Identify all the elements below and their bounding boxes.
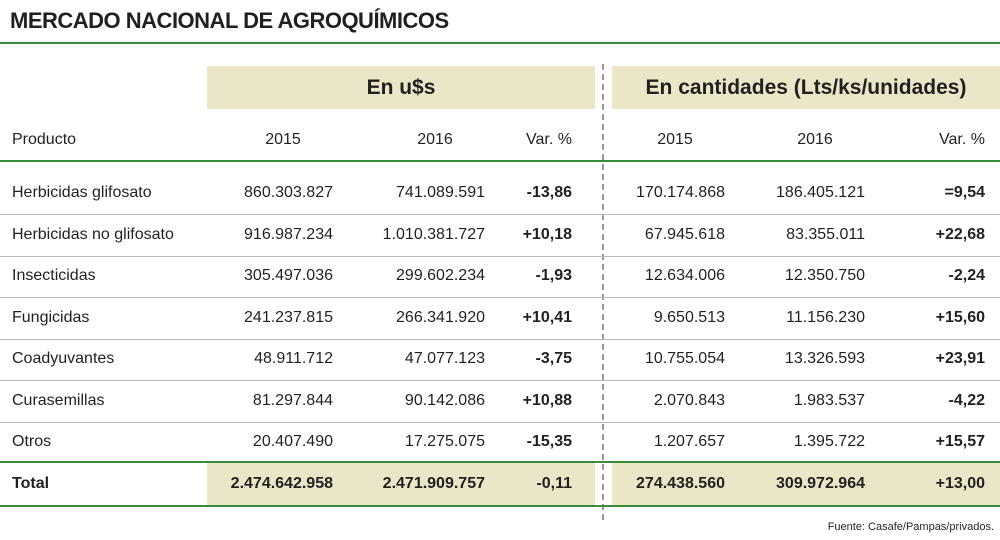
cell: 11.156.230 xyxy=(786,308,865,326)
row-label: Coadyuvantes xyxy=(12,350,115,367)
cell: -15,35 xyxy=(526,433,572,450)
source: Fuente: Casafe/Pampas/privados. xyxy=(827,521,994,533)
total-band xyxy=(207,463,595,505)
cell: -3,75 xyxy=(535,350,572,367)
cell: 17.275.075 xyxy=(404,433,485,450)
cell: 20.407.490 xyxy=(252,433,333,450)
total-rule xyxy=(0,461,1000,463)
cell: 13.326.593 xyxy=(784,350,865,367)
cell: +10,18 xyxy=(522,225,572,243)
row-label: Otros xyxy=(12,433,52,450)
column-header: Var. % xyxy=(939,131,985,148)
cell: 1.395.722 xyxy=(793,433,865,450)
group-band xyxy=(207,66,595,109)
total-label: Total xyxy=(12,475,50,492)
row-rule xyxy=(0,297,1000,298)
cell: +10,88 xyxy=(522,391,572,409)
cell: -2,24 xyxy=(948,267,985,284)
total-cell: 274.438.560 xyxy=(636,475,725,492)
cell: 12.634.006 xyxy=(644,267,725,284)
cell: 12.350.750 xyxy=(784,267,865,284)
cell: 1.207.657 xyxy=(653,433,725,450)
cell: 81.297.844 xyxy=(252,391,333,409)
cell: 1.983.537 xyxy=(793,391,865,409)
cell: 2.070.843 xyxy=(653,391,725,409)
total-band xyxy=(612,463,1000,505)
row-rule xyxy=(0,214,1000,215)
total-cell: -0,11 xyxy=(536,475,572,492)
cell: 741.089.591 xyxy=(396,184,485,201)
cell: 48.911.712 xyxy=(254,350,333,367)
cell: -4,22 xyxy=(948,391,985,409)
title: MERCADO NACIONAL DE AGROQUÍMICOS xyxy=(10,8,449,33)
cell: +10,41 xyxy=(522,308,572,326)
column-header: 2015 xyxy=(265,131,301,148)
cell: 860.303.827 xyxy=(244,184,333,201)
cell: -1,93 xyxy=(535,267,572,284)
row-label: Curasemillas xyxy=(12,391,105,409)
column-header: 2016 xyxy=(417,131,453,148)
cell: +15,57 xyxy=(935,433,985,450)
row-rule xyxy=(0,380,1000,381)
total-cell: 309.972.964 xyxy=(776,475,865,492)
cell: 90.142.086 xyxy=(404,391,485,409)
row-rule xyxy=(0,255,1000,257)
divider xyxy=(602,64,604,520)
bottom-rule xyxy=(0,505,1000,507)
cell: 170.174.868 xyxy=(636,184,725,201)
cell: +23,91 xyxy=(935,350,985,367)
group-header: En cantidades (Lts/ks/unidades) xyxy=(645,76,967,99)
row-rule xyxy=(0,421,1000,423)
cell: 241.237.815 xyxy=(244,308,333,326)
cell: 1.010.381.727 xyxy=(382,225,485,243)
cell: +15,60 xyxy=(935,308,985,326)
column-header: Var. % xyxy=(526,131,572,148)
total-cell: 2.474.642.958 xyxy=(230,475,333,492)
cell: 916.987.234 xyxy=(244,225,333,243)
cell: 10.755.054 xyxy=(644,350,725,367)
cell: 305.497.036 xyxy=(244,267,333,284)
title-rule xyxy=(0,42,1000,44)
row-label: Insecticidas xyxy=(12,267,96,284)
header-rule xyxy=(0,160,1000,162)
group-band xyxy=(612,66,1000,109)
group-header: En u$s xyxy=(366,76,436,99)
total-cell: 2.471.909.757 xyxy=(382,475,485,492)
row-rule xyxy=(0,338,1000,340)
column-header: 2016 xyxy=(797,131,833,148)
cell: -13,86 xyxy=(526,184,572,201)
cell: 186.405.121 xyxy=(776,184,865,201)
column-header: Producto xyxy=(12,131,77,148)
cell: 9.650.513 xyxy=(653,308,725,326)
cell: +22,68 xyxy=(935,225,985,243)
total-cell: +13,00 xyxy=(935,475,985,492)
row-label: Herbicidas glifosato xyxy=(12,184,152,201)
cell: 83.355.011 xyxy=(786,225,865,243)
column-header: 2015 xyxy=(657,131,693,148)
cell: 266.341.920 xyxy=(396,308,485,326)
cell: =9,54 xyxy=(944,184,985,201)
cell: 67.945.618 xyxy=(644,225,725,243)
row-label: Herbicidas no glifosato xyxy=(12,225,174,243)
cell: 47.077.123 xyxy=(404,350,485,367)
row-label: Fungicidas xyxy=(12,308,90,326)
cell: 299.602.234 xyxy=(396,267,485,284)
